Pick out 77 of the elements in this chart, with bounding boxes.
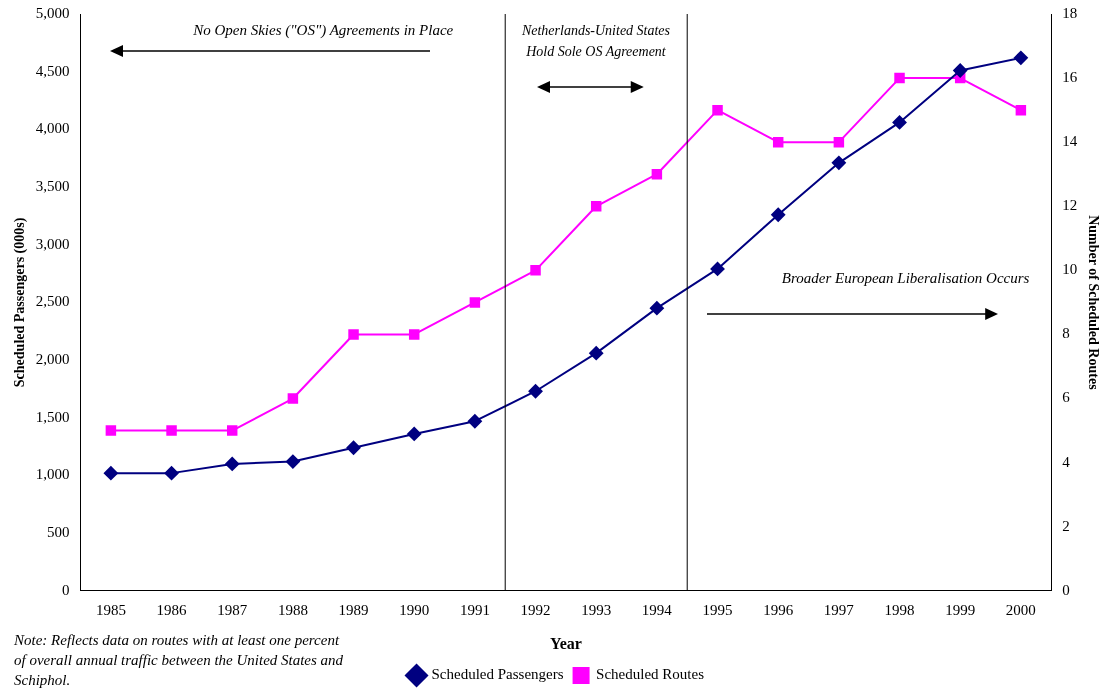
text: Note: Reflects data on routes with at least one percent of overall annual traffic between the United States and Schiphol.: [14, 631, 344, 690]
y2-tick-label: 0: [1062, 581, 1070, 598]
legend-label: Scheduled Routes: [596, 666, 705, 683]
y2-tick-label: 4: [1062, 453, 1071, 470]
point: [225, 456, 240, 471]
x-tick-label: 1993: [581, 601, 612, 618]
point: [649, 301, 664, 316]
legend-label: Scheduled Passengers: [431, 666, 564, 683]
y2-tick-label: 16: [1062, 69, 1078, 86]
x-tick-label: 1997: [823, 601, 855, 618]
y-tick-label: 3,000: [35, 235, 70, 252]
y2-tick-label: 10: [1062, 261, 1078, 278]
point: [651, 168, 663, 180]
y-tick-label: 4,500: [35, 62, 70, 79]
annotation: Netherlands-United States Hold Sole OS Agreement: [520, 22, 671, 59]
point: [348, 329, 359, 340]
y-tick-label: 4,000: [35, 120, 70, 137]
x-tick-label: 1994: [641, 601, 673, 618]
x-tick-label: 1990: [399, 601, 430, 618]
x-tick-label: 2000: [1005, 601, 1036, 618]
y-tick-label: 2,500: [35, 293, 70, 310]
point: [772, 136, 784, 148]
x-tick-label: 1987: [217, 601, 248, 618]
y-tick-label: 5,000: [35, 4, 70, 21]
point: [103, 466, 118, 481]
point: [589, 346, 604, 361]
y2-tick-label: 8: [1062, 325, 1070, 342]
y2-tick-label: 18: [1062, 4, 1078, 21]
point: [469, 297, 481, 308]
y2-tick-label: 2: [1062, 517, 1070, 534]
point: [953, 63, 968, 78]
point: [833, 136, 845, 148]
y2-tick-label: 12: [1062, 197, 1078, 214]
x-tick-label: 1986: [156, 601, 188, 618]
x-tick-label: 1985: [95, 601, 126, 618]
point: [712, 104, 723, 116]
x-tick-label: 1989: [338, 601, 369, 618]
point: [530, 265, 541, 276]
y-tick-label: 500: [47, 524, 70, 541]
x-tick-label: 1998: [884, 601, 915, 618]
y-tick-label: 1,500: [35, 408, 70, 425]
point: [894, 72, 905, 84]
x-tick-label: 1988: [277, 601, 308, 618]
x-tick-label: 1999: [945, 601, 976, 618]
y-tick-label: 2,000: [35, 351, 70, 368]
point: [892, 115, 907, 130]
y-tick-label: 3,500: [35, 177, 70, 194]
x-tick-label: 1996: [763, 601, 794, 618]
x-tick-label: 1991: [459, 601, 490, 618]
point: [528, 384, 543, 399]
point: [287, 393, 299, 404]
point: [710, 261, 725, 276]
point: [1015, 104, 1027, 116]
point: [164, 466, 179, 481]
y2-tick-label: 6: [1062, 389, 1071, 406]
x-tick-label: 1995: [702, 601, 733, 618]
y2-tick-label: 14: [1062, 133, 1078, 150]
point: [771, 207, 786, 222]
point: [346, 440, 361, 455]
point: [166, 425, 177, 436]
y2-axis-title: Number of Scheduled Routes: [1085, 215, 1101, 391]
point: [831, 155, 846, 170]
x-tick-label: 1992: [520, 601, 551, 618]
annotation: Broader European Liberalisation Occurs: [781, 270, 1030, 287]
y-axis-title: Scheduled Passengers (000s): [12, 217, 29, 388]
point: [467, 414, 482, 429]
point: [226, 425, 238, 436]
point: [407, 426, 422, 441]
annotation: No Open Skies ("OS") Agreements in Place: [192, 22, 454, 40]
y-tick-label: 1,000: [35, 466, 70, 483]
x-axis-title: Year: [549, 634, 582, 652]
point: [590, 201, 602, 212]
point: [285, 454, 300, 469]
y-tick-label: 0: [62, 581, 70, 598]
point: [1013, 50, 1028, 65]
point: [408, 329, 420, 340]
point: [105, 425, 117, 436]
